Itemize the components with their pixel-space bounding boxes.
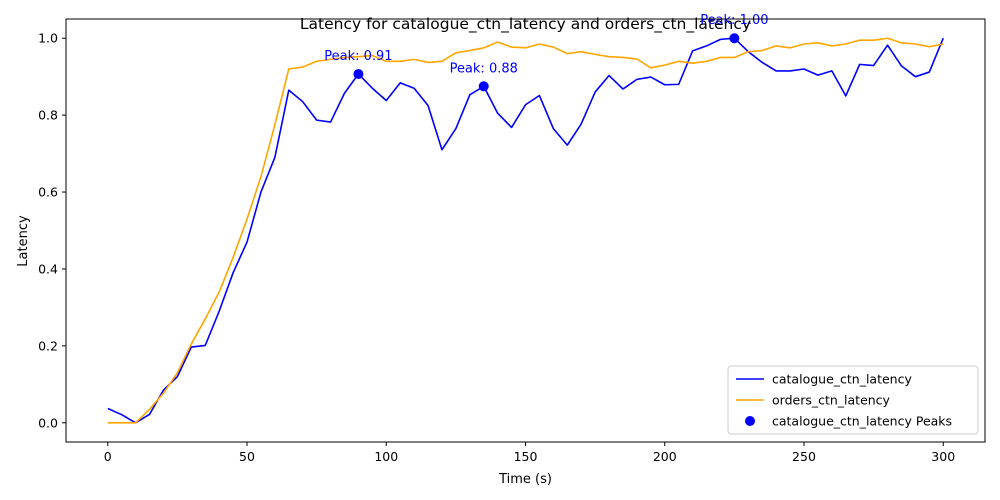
x-tick-label: 50 — [239, 449, 255, 464]
plot-frame — [65, 18, 986, 443]
y-tick-label: 0.2 — [38, 338, 58, 353]
legend-swatch-marker — [745, 416, 755, 426]
legend: catalogue_ctn_latency orders_ctn_latencyc… — [727, 365, 979, 435]
chart-title: Latency for catalogue_ctn_latency and or… — [300, 15, 751, 34]
x-axis-label: Time (s) — [498, 472, 552, 487]
y-axis-label: Latency — [16, 215, 31, 267]
legend-box — [727, 365, 979, 435]
x-tick-label: 150 — [514, 449, 538, 464]
peak-label: Peak: 0.88 — [450, 61, 518, 76]
peak-marker — [478, 81, 489, 92]
peak-marker — [729, 33, 740, 44]
x-tick-label: 300 — [931, 449, 955, 464]
series-line-catalogue_ctn_latency — [107, 37, 944, 424]
y-tick-label: 0.4 — [38, 261, 58, 276]
series-lines — [107, 37, 944, 424]
x-tick-label: 200 — [653, 449, 677, 464]
y-tick-label: 0.0 — [38, 415, 58, 430]
x-axis-ticks: 0 50 100 150 200 250 300 — [104, 442, 955, 464]
x-tick-label: 100 — [374, 449, 398, 464]
peak-label: Peak: 1.00 — [700, 13, 768, 28]
y-tick-label: 0.8 — [38, 108, 58, 123]
x-tick-label: 250 — [792, 449, 816, 464]
legend-label: orders_ctn_latency — [772, 393, 891, 408]
legend-label: catalogue_ctn_latency Peaks — [772, 414, 952, 429]
peak-annotations: Peak: 0.91 Peak: 0.88 Peak: 1.00 — [324, 13, 768, 76]
x-tick-label: 0 — [104, 449, 112, 464]
series-line-orders_ctn_latency — [107, 37, 944, 424]
y-tick-label: 0.6 — [38, 185, 58, 200]
peak-marker — [353, 68, 364, 79]
y-tick-label: 1.0 — [38, 31, 58, 46]
y-axis-ticks: 0.0 0.2 0.4 0.6 0.8 1.0 — [38, 31, 66, 430]
peak-markers — [353, 33, 740, 92]
legend-label: catalogue_ctn_latency — [772, 372, 912, 387]
peak-label: Peak: 0.91 — [324, 49, 392, 64]
